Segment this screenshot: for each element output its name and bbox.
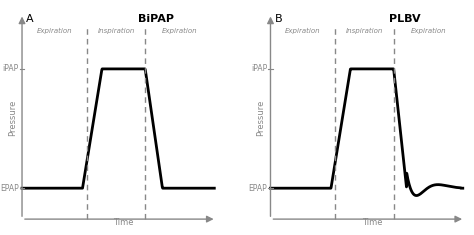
Text: Expiration: Expiration xyxy=(410,28,446,34)
Text: iPAP: iPAP xyxy=(251,64,267,73)
Text: iPAP: iPAP xyxy=(2,64,19,73)
Text: Inspiration: Inspiration xyxy=(346,28,383,34)
Text: Pressure: Pressure xyxy=(8,99,17,136)
Text: Time: Time xyxy=(362,218,383,227)
Text: A: A xyxy=(27,14,34,24)
Text: Expiration: Expiration xyxy=(285,28,321,34)
Text: EPAP: EPAP xyxy=(248,184,267,193)
Text: Time: Time xyxy=(113,218,134,227)
Text: Inspiration: Inspiration xyxy=(97,28,135,34)
Text: Expiration: Expiration xyxy=(162,28,198,34)
Text: Expiration: Expiration xyxy=(36,28,72,34)
Text: B: B xyxy=(275,14,283,24)
Text: Pressure: Pressure xyxy=(256,99,265,136)
Text: EPAP: EPAP xyxy=(0,184,19,193)
Text: BiPAP: BiPAP xyxy=(138,14,174,24)
Text: PLBV: PLBV xyxy=(389,14,420,24)
